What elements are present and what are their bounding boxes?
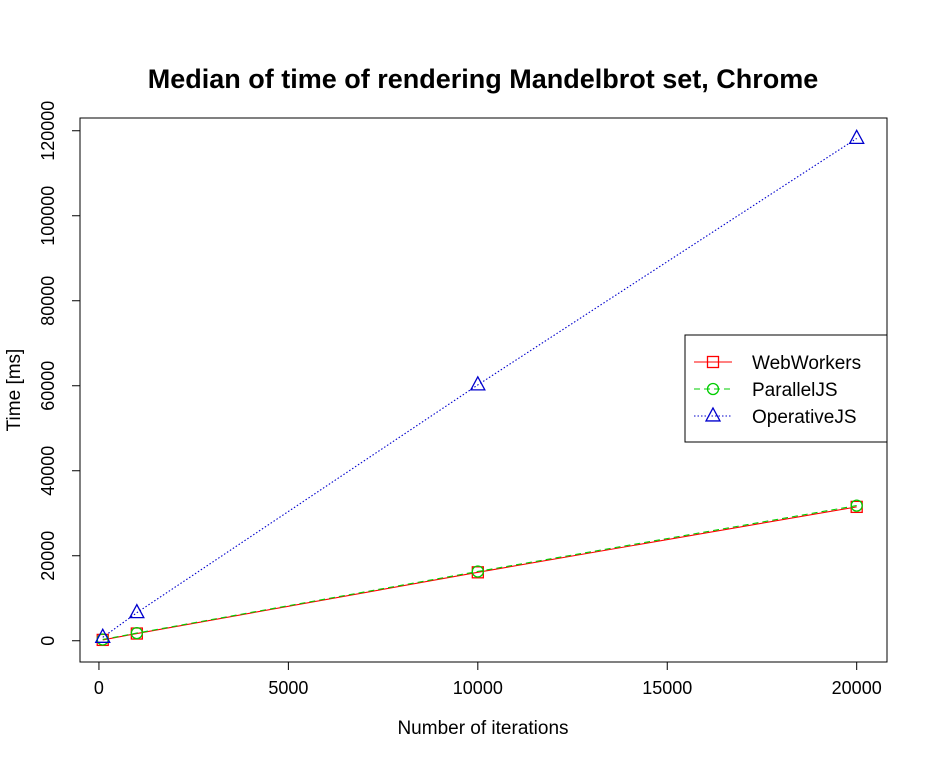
y-tick-label: 100000 bbox=[38, 186, 58, 246]
legend-label: ParallelJS bbox=[752, 380, 838, 401]
y-tick-label: 0 bbox=[38, 636, 58, 646]
legend-marker bbox=[706, 382, 720, 396]
series-line bbox=[102, 505, 857, 641]
data-point bbox=[848, 128, 865, 144]
x-axis-label: Number of iterations bbox=[397, 718, 568, 739]
y-tick-label: 40000 bbox=[38, 446, 58, 496]
x-tick-label: 0 bbox=[94, 678, 104, 698]
legend-marker bbox=[706, 355, 720, 369]
y-tick-label: 120000 bbox=[38, 101, 58, 161]
x-tick-label: 5000 bbox=[268, 678, 308, 698]
y-tick-label: 80000 bbox=[38, 276, 58, 326]
data-point bbox=[471, 565, 484, 578]
series-paralleljs bbox=[96, 499, 863, 646]
series-webworkers bbox=[96, 500, 863, 647]
legend-label: WebWorkers bbox=[752, 353, 861, 374]
chart-title: Median of time of rendering Mandelbrot s… bbox=[148, 64, 819, 94]
x-tick-label: 20000 bbox=[832, 678, 882, 698]
data-point bbox=[128, 603, 145, 619]
legend-label: OperativeJS bbox=[752, 407, 857, 428]
data-point bbox=[469, 375, 486, 391]
x-tick-label: 15000 bbox=[642, 678, 692, 698]
y-tick-label: 60000 bbox=[38, 361, 58, 411]
y-axis: 0 20000 40000 60000 80000 100000 120000 bbox=[38, 101, 81, 646]
series-operativejs bbox=[94, 128, 865, 643]
x-tick-label: 10000 bbox=[453, 678, 503, 698]
series-line bbox=[102, 506, 857, 641]
y-tick-label: 20000 bbox=[38, 531, 58, 581]
series-layer bbox=[94, 128, 865, 647]
legend: WebWorkers ParallelJS OperativeJS bbox=[684, 334, 888, 443]
data-point bbox=[94, 627, 111, 643]
series-line bbox=[102, 137, 857, 638]
data-point bbox=[130, 626, 143, 640]
data-point bbox=[850, 499, 863, 512]
legend-marker bbox=[704, 406, 722, 422]
y-axis-label: Time [ms] bbox=[4, 349, 25, 432]
x-axis: 0 5000 10000 15000 20000 bbox=[94, 661, 882, 698]
